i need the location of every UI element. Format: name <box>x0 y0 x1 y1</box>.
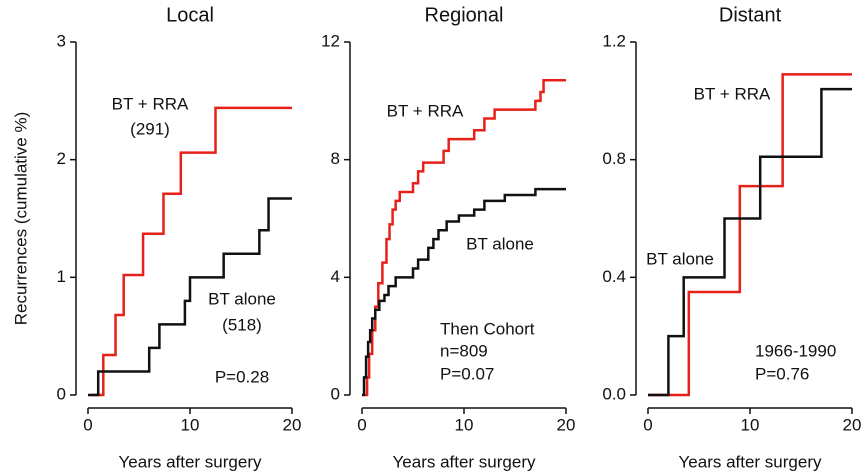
y-tick-label: 8 <box>331 149 340 168</box>
x-axis-label: Years after surgery <box>119 452 262 471</box>
annotation: BT alone <box>466 234 534 253</box>
x-tick-label: 20 <box>843 415 862 434</box>
y-tick-label: 3 <box>57 31 66 50</box>
x-axis-label: Years after surgery <box>393 452 536 471</box>
panel-title: Local <box>166 4 214 26</box>
annotation: BT + RRA <box>112 94 189 113</box>
annotation: BT + RRA <box>387 101 464 120</box>
y-tick-label: 0.8 <box>602 149 626 168</box>
annotation: BT alone <box>646 249 714 268</box>
y-tick-label: 0.4 <box>602 267 626 286</box>
annotation: P=0.76 <box>755 364 809 383</box>
panel-title: Regional <box>425 4 504 26</box>
annotation: P=0.07 <box>440 364 494 383</box>
x-tick-label: 20 <box>557 415 576 434</box>
x-axis-label: Years after surgery <box>679 452 822 471</box>
x-tick-label: 20 <box>283 415 302 434</box>
x-tick-label: 0 <box>83 415 92 434</box>
annotation: BT alone <box>208 289 276 308</box>
x-tick-label: 10 <box>181 415 200 434</box>
step-line <box>648 87 852 397</box>
step-line <box>90 106 292 397</box>
annotation: 1966-1990 <box>755 341 836 360</box>
annotation: n=809 <box>440 341 488 360</box>
step-line <box>648 73 852 397</box>
step-line <box>88 197 292 397</box>
annotation: P=0.28 <box>215 367 269 386</box>
x-tick-label: 10 <box>741 415 760 434</box>
annotation: Then Cohort <box>440 319 535 338</box>
annotation: BT + RRA <box>694 84 771 103</box>
y-tick-label: 1.2 <box>602 31 626 50</box>
y-tick-label: 0 <box>57 384 66 403</box>
x-tick-label: 10 <box>455 415 474 434</box>
step-line <box>362 187 566 397</box>
y-tick-label: 1 <box>57 267 66 286</box>
y-tick-label: 4 <box>331 267 340 286</box>
annotation: (518) <box>222 315 262 334</box>
annotation: (291) <box>130 119 170 138</box>
x-tick-label: 0 <box>643 415 652 434</box>
y-tick-label: 12 <box>321 31 340 50</box>
y-tick-label: 0 <box>331 384 340 403</box>
y-tick-label: 2 <box>57 149 66 168</box>
x-tick-label: 0 <box>357 415 366 434</box>
y-axis-label: Recurrences (cumulative %) <box>11 112 30 326</box>
y-tick-label: 0.0 <box>602 384 626 403</box>
panel-title: Distant <box>719 4 782 26</box>
